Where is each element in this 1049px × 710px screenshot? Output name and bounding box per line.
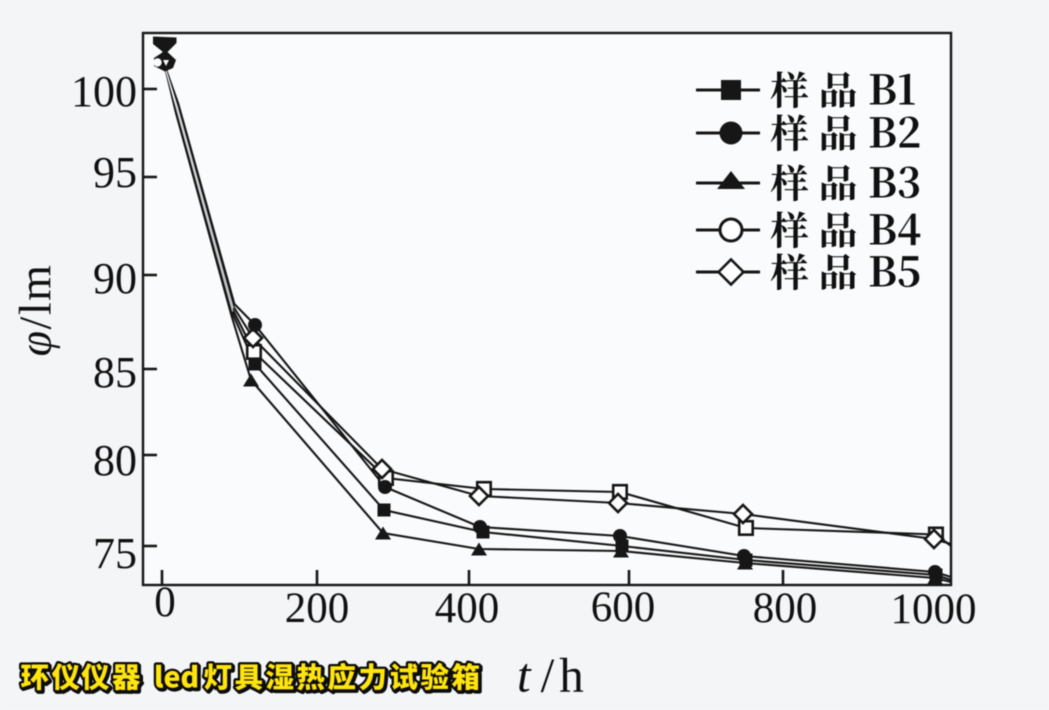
svg-text:600: 600 [591, 584, 656, 631]
svg-text:t/h: t/h [517, 648, 589, 703]
svg-text:80: 80 [93, 436, 137, 485]
svg-text:90: 90 [93, 254, 137, 303]
svg-text:0: 0 [154, 579, 176, 626]
svg-text:1000: 1000 [891, 586, 977, 633]
svg-text:75: 75 [93, 529, 137, 578]
svg-text:95: 95 [93, 148, 137, 197]
svg-text:φ/lm: φ/lm [10, 264, 61, 357]
svg-text:800: 800 [753, 585, 818, 632]
svg-text:85: 85 [93, 348, 137, 397]
svg-text:400: 400 [435, 585, 500, 632]
svg-text:200: 200 [285, 585, 350, 632]
svg-text:100: 100 [71, 67, 137, 116]
